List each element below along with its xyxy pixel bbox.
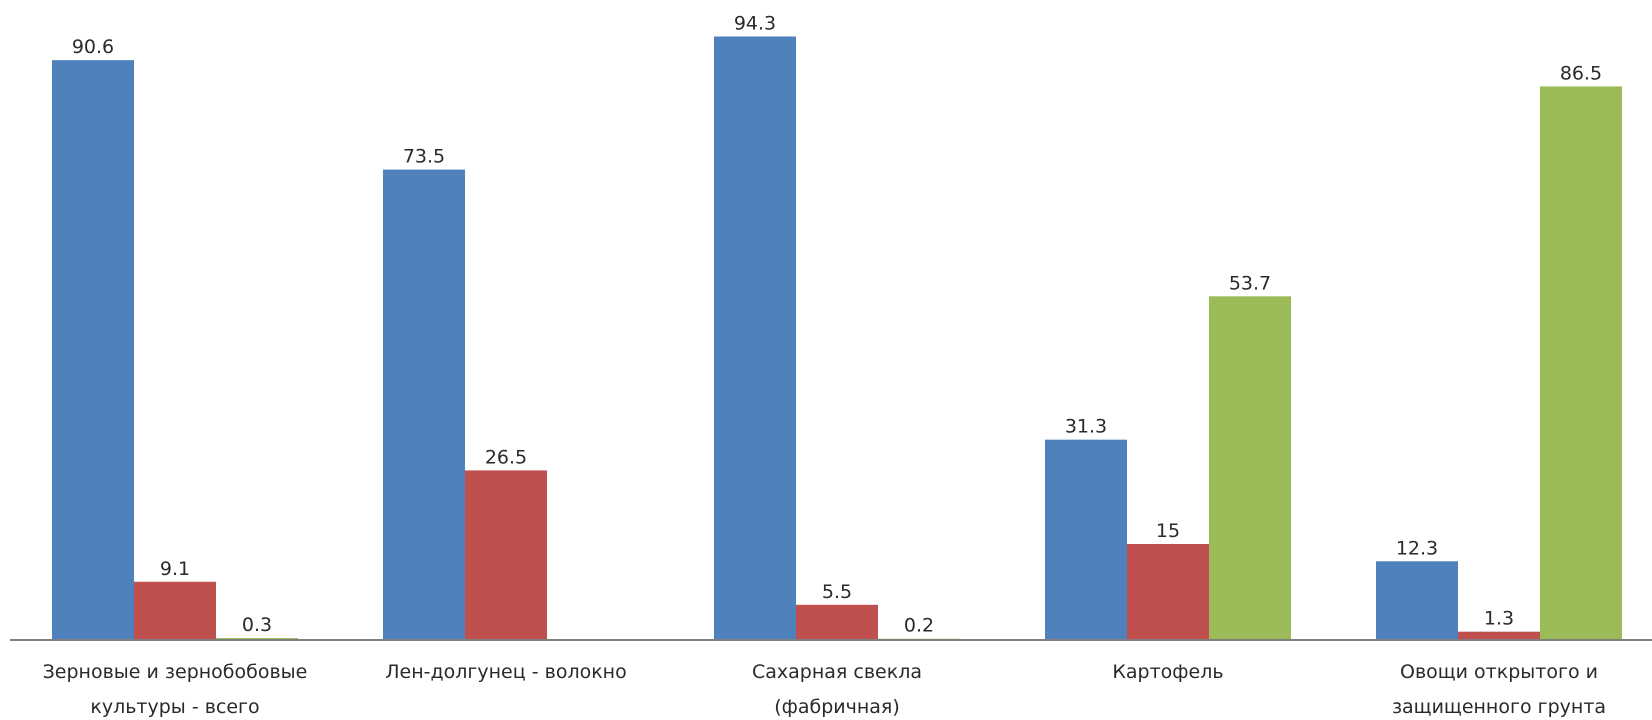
bar-s1-c3: [714, 36, 796, 641]
data-label-s2-c2: 26.5: [485, 446, 527, 468]
bar-s3-c5: [1540, 86, 1622, 640]
data-label-s1-c1: 90.6: [72, 36, 114, 58]
data-label-s3-c1: 0.3: [242, 614, 272, 636]
data-label-s3-c4: 53.7: [1229, 272, 1271, 294]
data-label-s2-c4: 15: [1156, 520, 1180, 542]
bar-s2-c3: [796, 604, 878, 640]
category-label-1-line-1: Зерновые и зернобобовые: [43, 661, 308, 683]
category-label-3-line-1: Сахарная свекла: [752, 661, 922, 683]
category-label-2-line-1: Лен-долгунец - волокно: [385, 661, 626, 683]
data-label-s2-c3: 5.5: [822, 581, 852, 603]
data-label-s1-c3: 94.3: [734, 12, 776, 34]
bar-s2-c5: [1458, 631, 1540, 640]
data-label-s3-c3: 0.2: [904, 615, 934, 637]
bar-s2-c4: [1127, 544, 1209, 640]
category-labels-group: Зерновые и зернобобовые культуры - всего Л…: [43, 661, 1606, 718]
data-label-s2-c5: 1.3: [1484, 608, 1514, 630]
data-label-s3-c5: 86.5: [1560, 62, 1602, 84]
data-labels-group: 90.6 9.1 0.3 73.5 26.5 94.3 5.5 0.2 31.3 15 53.7 12…: [72, 12, 1602, 636]
category-label-5-line-1: Овощи открытого и: [1400, 661, 1598, 683]
bar-s3-c4: [1209, 296, 1291, 640]
category-label-1-line-2: культуры - всего: [90, 696, 259, 718]
bar-s1-c5: [1376, 561, 1458, 640]
bar-s1-c1: [52, 60, 134, 641]
data-label-s1-c2: 73.5: [403, 146, 445, 168]
category-label-3-line-2: (фабричная): [774, 696, 900, 718]
data-label-s2-c1: 9.1: [160, 558, 190, 580]
bar-s1-c4: [1045, 439, 1127, 640]
bar-s2-c1: [134, 581, 216, 640]
category-label-5-line-2: защищенного грунта: [1392, 696, 1606, 718]
data-label-s1-c5: 12.3: [1396, 537, 1438, 559]
bars-group: [52, 36, 1622, 641]
data-label-s1-c4: 31.3: [1065, 416, 1107, 438]
category-label-4-line-1: Картофель: [1112, 661, 1223, 683]
bar-s2-c2: [465, 470, 547, 640]
bar-s1-c2: [383, 169, 465, 640]
